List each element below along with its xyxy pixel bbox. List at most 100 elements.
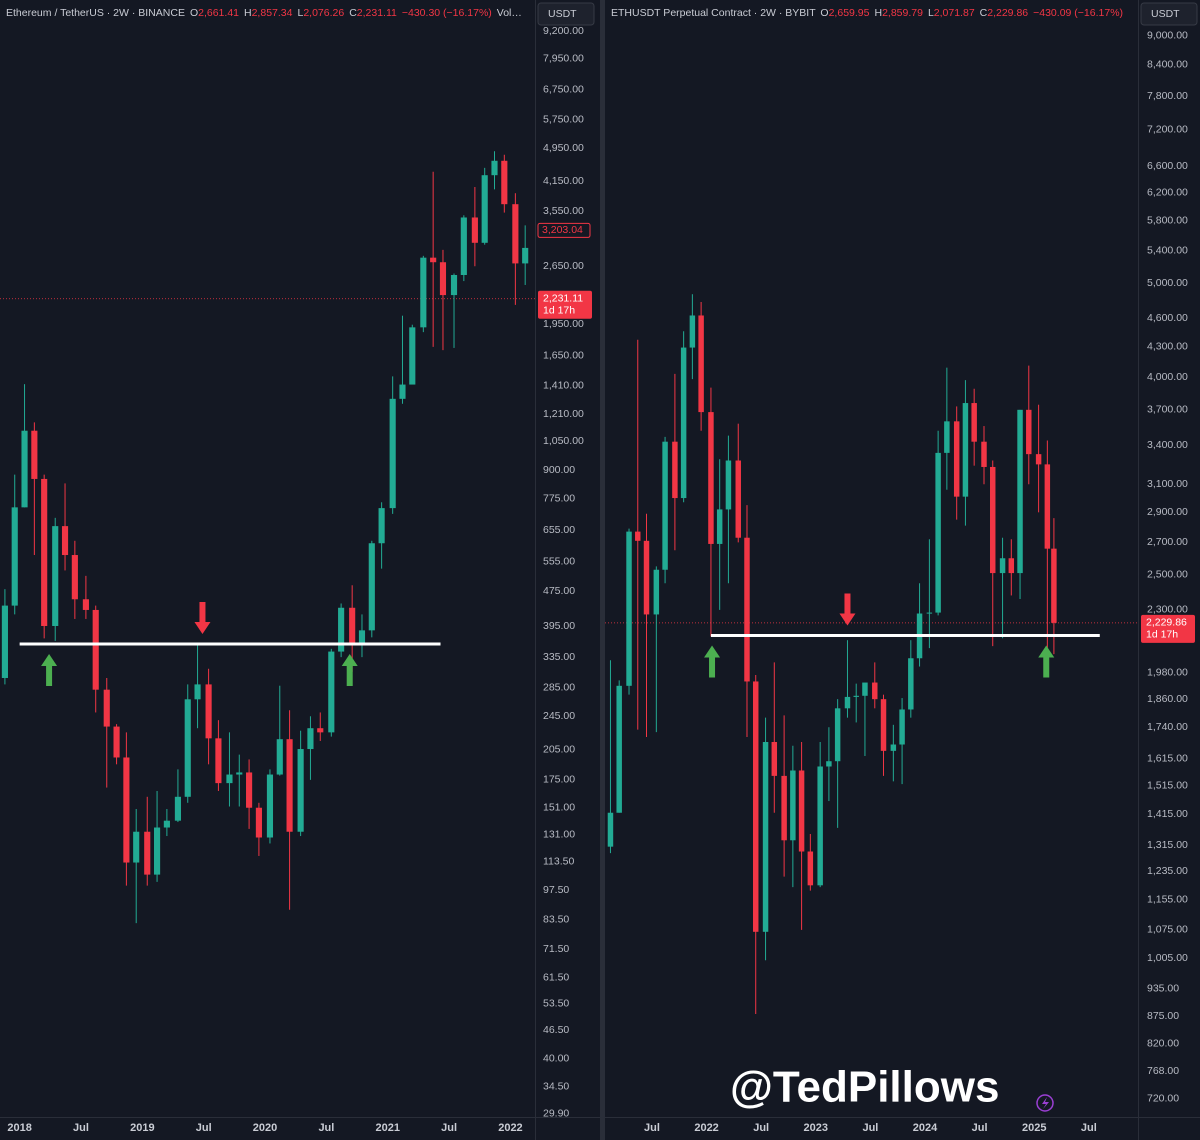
y-tick-label: 175.00	[543, 774, 575, 786]
candle-body	[862, 682, 868, 696]
candle-body	[781, 775, 787, 841]
y-tick-label: 1,650.00	[543, 350, 584, 362]
candle-body	[1026, 409, 1032, 455]
y-tick-label: 775.00	[543, 492, 575, 504]
candle-body	[123, 757, 130, 863]
candle-body	[11, 507, 18, 606]
x-tick-label: 2024	[913, 1122, 938, 1134]
ohlc-value: 2,231.11	[357, 7, 397, 19]
y-tick-label: 2,700.00	[1147, 536, 1188, 548]
y-tick-label: 1,075.00	[1147, 924, 1188, 936]
candle-body	[113, 726, 120, 758]
candle-body	[491, 160, 498, 176]
panel-divider	[600, 0, 605, 1140]
candle-body	[725, 460, 732, 510]
candle-body	[481, 175, 488, 243]
candle-body	[501, 160, 508, 205]
candle-body	[817, 766, 823, 886]
candle-body	[834, 708, 841, 762]
candle-body	[389, 398, 396, 509]
y-tick-label: 71.50	[543, 943, 569, 955]
x-tick-label: 2021	[376, 1122, 400, 1134]
y-tick-label: 4,150.00	[543, 175, 584, 187]
y-tick-label: 29.90	[543, 1108, 569, 1120]
y-tick-label: 5,000.00	[1147, 277, 1188, 289]
y-tick-label: 555.00	[543, 555, 575, 567]
x-tick-label: 2020	[253, 1122, 277, 1134]
candle-body	[52, 526, 59, 626]
candle-body	[144, 831, 151, 875]
y-tick-label: 1,235.00	[1147, 865, 1188, 877]
y-tick-label: 151.00	[543, 802, 575, 814]
candle-body	[771, 741, 778, 776]
arrow-up	[341, 654, 358, 687]
candle-body	[708, 412, 714, 544]
candle-body	[92, 609, 99, 690]
y-tick-label: 1,050.00	[543, 435, 584, 447]
candle-body	[358, 630, 366, 644]
candle-body	[716, 509, 723, 544]
y-tick-label: 3,550.00	[543, 205, 584, 217]
candle-body	[844, 696, 851, 709]
candle-body	[378, 508, 385, 544]
candle-body	[205, 684, 212, 739]
y-tick-label: 3,100.00	[1147, 478, 1188, 490]
candle-body	[616, 685, 622, 813]
chart-title: ETHUSDT Perpetual Contract · 2W · BYBIT	[611, 7, 816, 19]
y-tick-label: 720.00	[1147, 1092, 1179, 1104]
candle-body	[276, 739, 283, 775]
y-tick-label: 285.00	[543, 681, 575, 693]
x-tick-label: Jul	[644, 1122, 660, 1134]
y-tick-label: 1,410.00	[543, 379, 584, 391]
y-tick-label: 1,950.00	[543, 318, 584, 330]
candle-body	[82, 599, 89, 610]
candle-body	[133, 831, 140, 863]
y-tick-label: 6,600.00	[1147, 160, 1188, 172]
ohlc-key: O	[190, 7, 198, 19]
y-tick-label: 4,300.00	[1147, 340, 1188, 352]
countdown-label: 1d 17h	[1146, 629, 1178, 641]
y-tick-label: 3,400.00	[1147, 439, 1188, 451]
x-tick-label: Jul	[1081, 1122, 1097, 1134]
y-tick-label: 2,300.00	[1147, 604, 1188, 616]
currency-label: USDT	[1151, 8, 1180, 20]
x-tick-label: Jul	[318, 1122, 334, 1134]
countdown-label: 1d 17h	[543, 305, 575, 317]
ohlc-key: H	[244, 7, 252, 19]
y-tick-label: 5,750.00	[543, 114, 584, 126]
ohlc-value: 2,076.26	[303, 7, 344, 19]
currency-button	[1140, 2, 1198, 26]
ohlc-key: H	[874, 7, 882, 19]
y-tick-label: 900.00	[543, 464, 575, 476]
y-tick-label: 5,400.00	[1147, 245, 1188, 257]
y-tick-label: 6,200.00	[1147, 186, 1188, 198]
candle-body	[297, 749, 304, 832]
candle-body	[1008, 558, 1015, 574]
candle-body	[61, 526, 69, 556]
candle-body	[184, 699, 191, 797]
candle-body	[735, 460, 741, 538]
ohlc-value: 2,071.87	[934, 7, 975, 19]
y-tick-label: 1,515.00	[1147, 779, 1188, 791]
candle-body	[971, 403, 977, 442]
y-tick-label: 1,980.00	[1147, 667, 1188, 679]
ohlc-key: L	[928, 7, 934, 19]
candle-body	[255, 807, 262, 838]
y-tick-label: 1,155.00	[1147, 893, 1188, 905]
chart-panel: ETHUSDT Perpetual Contract · 2W · BYBIT O…	[605, 2, 1198, 1134]
y-tick-label: 1,615.00	[1147, 752, 1188, 764]
x-tick-label: Jul	[196, 1122, 212, 1134]
arrow-down	[194, 602, 211, 635]
arrow-down	[839, 593, 856, 626]
candle-body	[368, 543, 375, 631]
candle-body	[680, 347, 687, 499]
y-tick-label: 131.00	[543, 828, 575, 840]
y-tick-label: 46.50	[543, 1024, 569, 1036]
candle-body	[194, 684, 201, 700]
candle-body	[899, 709, 905, 745]
candle-body	[420, 257, 427, 328]
y-tick-label: 113.50	[543, 855, 574, 867]
x-tick-label: Jul	[753, 1122, 769, 1134]
candle-body	[698, 315, 704, 413]
candle-body	[409, 327, 416, 385]
